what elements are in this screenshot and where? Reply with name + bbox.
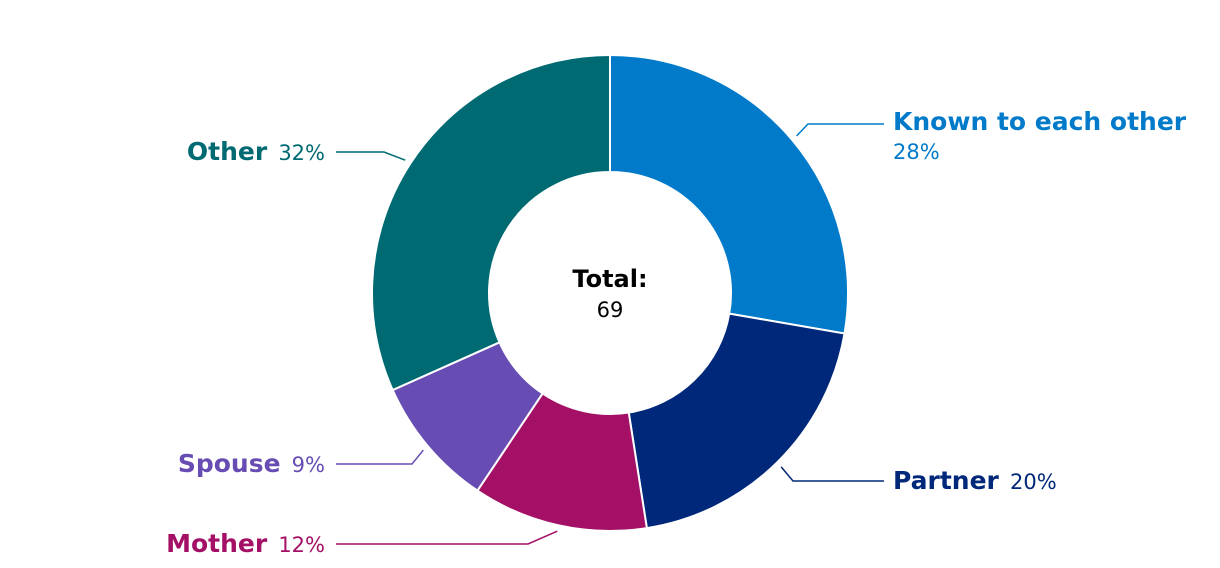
slice-pct-mother: 12% [278,533,325,557]
leader-line-mother [336,530,558,545]
slice-partner [627,312,846,530]
leader-line-known-to-each-other [796,123,884,137]
slice-known-to-each-other [609,53,849,335]
slice-pct-other: 32% [278,141,325,165]
slice-label-other: Other 32% [187,137,325,166]
leader-lines [336,123,884,545]
slice-label-spouse: Spouse 9% [178,449,325,478]
leader-line-partner [780,466,884,482]
slice-pct-partner: 20% [1010,470,1057,494]
slice-name-partner: Partner [893,466,1000,495]
slice-label-mother: Mother 12% [166,529,325,558]
slice-label-known-to-each-other: Known to each other [893,107,1187,136]
slice-pct-spouse: 9% [292,453,325,477]
center-total-label: Total: [572,265,647,293]
slice-other [371,53,611,392]
slice-name-other: Other [187,137,268,166]
slice-name-mother: Mother [166,529,268,558]
slice-pct-known-to-each-other: 28% [893,140,940,164]
slice-name-spouse: Spouse [178,449,281,478]
slice-name-known-to-each-other: Known to each other [893,107,1187,136]
leader-line-other [336,151,406,161]
center-total-value: 69 [597,298,624,322]
slice-label-partner: Partner 20% [893,466,1057,495]
donut-slices [371,53,849,532]
leader-line-spouse [336,449,424,465]
